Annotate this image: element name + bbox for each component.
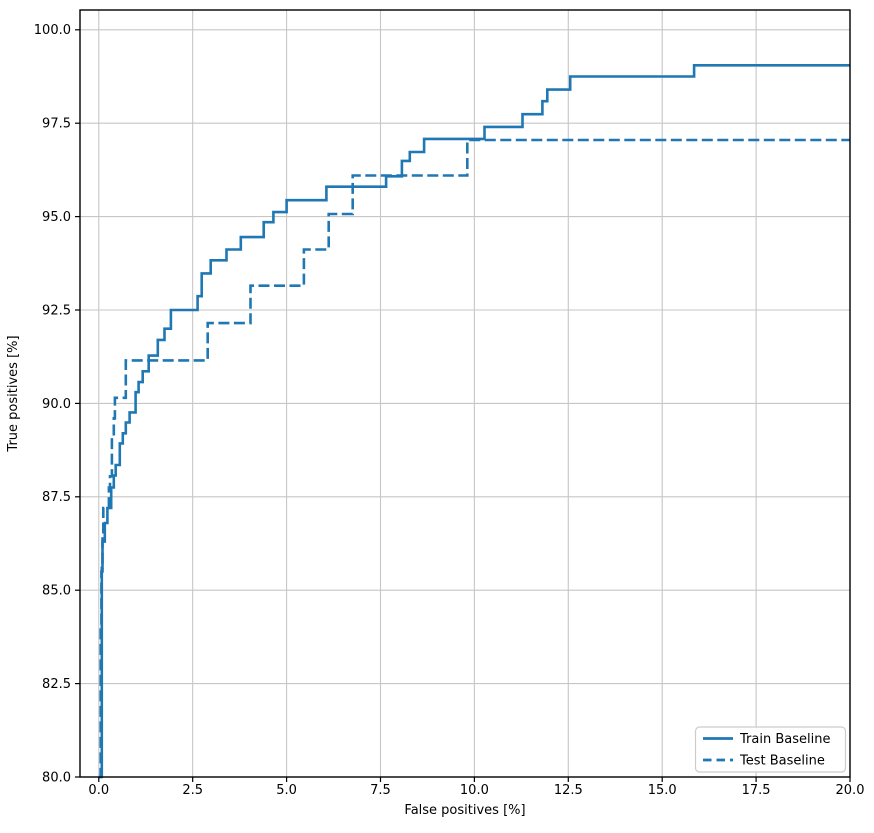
y-tick-label: 85.0	[42, 584, 71, 599]
x-tick-label: 7.5	[370, 783, 391, 798]
x-tick-label: 2.5	[182, 783, 203, 798]
x-tick-label: 15.0	[648, 783, 677, 798]
legend-test-label: Test Baseline	[739, 754, 825, 769]
y-axis-label: True positives [%]	[6, 335, 21, 452]
x-axis-label: False positives [%]	[404, 803, 525, 818]
x-tick-label: 5.0	[276, 783, 297, 798]
y-tick-label: 92.5	[42, 303, 71, 318]
legend-train-label: Train Baseline	[739, 732, 830, 747]
grid-layer	[80, 10, 851, 778]
series-layer	[98, 64, 850, 779]
x-tick-label: 20.0	[836, 783, 865, 798]
y-tick-label: 100.0	[34, 23, 71, 38]
x-tick-label: 10.0	[460, 783, 489, 798]
legend: Train Baseline Test Baseline	[694, 726, 847, 773]
tick-layer: 0.0 2.5 5.0 7.5 10.0 12.5 15.0 17.5 20.0 80.0 82.5…	[34, 23, 865, 798]
y-tick-label: 82.5	[42, 677, 71, 692]
y-tick-label: 97.5	[42, 117, 71, 132]
x-tick-label: 0.0	[88, 783, 109, 798]
test-baseline-line	[98, 138, 850, 779]
y-tick-label: 90.0	[42, 397, 71, 412]
y-tick-label: 95.0	[42, 210, 71, 225]
train-baseline-line	[98, 64, 850, 779]
y-tick-label: 80.0	[42, 770, 71, 785]
y-tick-label: 87.5	[42, 490, 71, 505]
x-tick-label: 17.5	[742, 783, 771, 798]
x-tick-label: 12.5	[554, 783, 583, 798]
plot-border	[79, 9, 851, 778]
